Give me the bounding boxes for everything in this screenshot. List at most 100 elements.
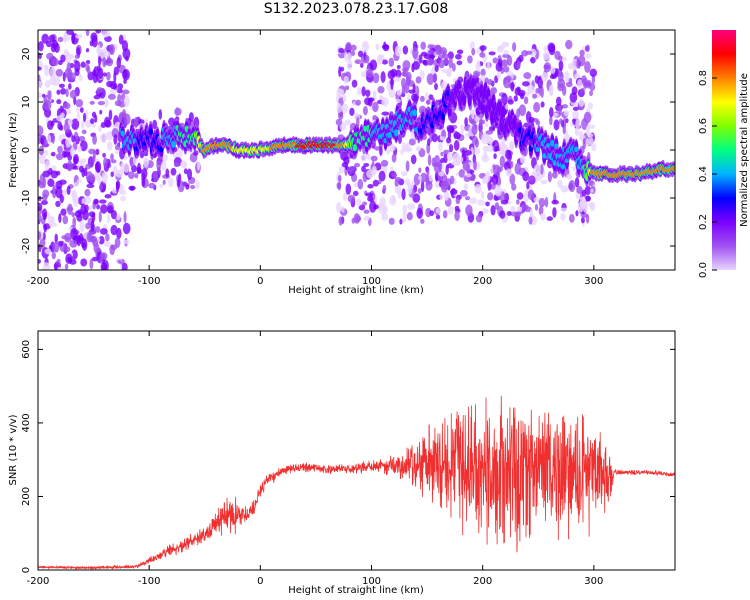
spectrum-y-tick-label: 20 (21, 48, 32, 61)
noise-blob (369, 59, 378, 71)
ridge-mark (467, 94, 472, 102)
noise-blob (63, 122, 70, 133)
noise-blob (74, 54, 81, 59)
noise-blob (433, 72, 438, 83)
noise-blob (105, 233, 110, 242)
noise-blob (361, 40, 370, 53)
noise-blob (110, 171, 114, 178)
noise-blob (180, 160, 188, 169)
noise-blob (85, 222, 91, 230)
snr-x-tick-label: 200 (473, 576, 492, 587)
noise-blob (395, 98, 402, 104)
noise-blob (441, 69, 448, 74)
noise-blob (420, 218, 425, 224)
noise-blob (52, 184, 57, 195)
noise-blob (338, 165, 344, 174)
noise-blob (446, 151, 453, 162)
noise-blob (585, 125, 591, 136)
noise-blob (66, 62, 72, 73)
noise-blob (547, 171, 553, 183)
noise-blob (56, 99, 62, 105)
noise-blob (523, 72, 532, 79)
noise-blob (121, 40, 129, 52)
noise-blob (542, 51, 550, 61)
noise-blob (78, 73, 83, 82)
noise-blob (375, 43, 380, 51)
noise-blob (65, 253, 73, 265)
noise-blob (415, 146, 421, 152)
noise-blob (68, 83, 72, 90)
noise-blob (134, 172, 139, 179)
noise-blob (116, 85, 120, 92)
noise-blob (453, 132, 461, 140)
noise-blob (464, 117, 468, 127)
noise-blob (123, 113, 131, 125)
noise-blob (568, 77, 573, 84)
noise-blob (440, 151, 444, 157)
noise-blob (77, 145, 82, 152)
noise-blob (564, 71, 570, 83)
noise-blob (517, 89, 526, 97)
noise-blob (123, 79, 127, 84)
noise-blob (469, 41, 475, 50)
noise-blob (585, 79, 592, 89)
noise-blob (97, 101, 105, 106)
noise-blob (85, 195, 92, 205)
noise-blob (148, 182, 156, 189)
noise-blob (412, 193, 421, 203)
noise-blob (358, 204, 366, 211)
noise-blob (514, 162, 522, 175)
noise-blob (401, 171, 408, 177)
noise-blob (510, 206, 516, 213)
noise-blob (120, 162, 125, 174)
noise-blob (102, 72, 108, 77)
noise-blob (99, 228, 108, 235)
noise-blob (484, 122, 489, 127)
noise-blob (197, 160, 201, 171)
noise-blob (408, 147, 413, 152)
ridge-mark (412, 109, 418, 117)
noise-blob (105, 130, 114, 141)
noise-blob (355, 99, 361, 106)
noise-blob (527, 84, 535, 94)
colorbar: 0.0 0.2 0.4 0.6 0.8 Normalized spectral ampl… (698, 30, 750, 278)
noise-blob (497, 58, 503, 68)
colorbar-tick-label: 0.8 (698, 70, 709, 86)
noise-blob (548, 107, 554, 118)
noise-blob (38, 195, 42, 202)
noise-blob (90, 220, 95, 233)
noise-blob (500, 199, 509, 205)
ridge-mark (148, 128, 153, 135)
noise-blob (439, 193, 444, 200)
noise-blob (74, 60, 81, 72)
noise-blob (498, 150, 506, 156)
ridge-mark (535, 147, 540, 153)
noise-blob (90, 118, 95, 125)
noise-blob (447, 51, 454, 60)
noise-blob (381, 111, 390, 116)
noise-blob (347, 51, 352, 63)
noise-blob (111, 128, 120, 138)
noise-blob (95, 148, 100, 156)
noise-blob (357, 50, 364, 58)
noise-blob (48, 77, 57, 86)
noise-blob (520, 154, 526, 164)
noise-blob (527, 189, 535, 201)
noise-blob (123, 162, 130, 173)
noise-blob (345, 85, 350, 91)
noise-blob (61, 189, 68, 196)
noise-blob (446, 126, 455, 133)
noise-blob (452, 153, 460, 163)
noise-blob (91, 212, 96, 223)
noise-blob (99, 252, 108, 260)
noise-blob (454, 205, 460, 211)
noise-blob (397, 190, 402, 199)
noise-blob (575, 118, 581, 130)
noise-blob (123, 155, 128, 161)
noise-blob (71, 192, 76, 197)
noise-blob (455, 53, 462, 60)
noise-blob (535, 87, 540, 95)
noise-blob (428, 174, 433, 182)
noise-blob (89, 40, 94, 47)
noise-blob (356, 198, 362, 207)
